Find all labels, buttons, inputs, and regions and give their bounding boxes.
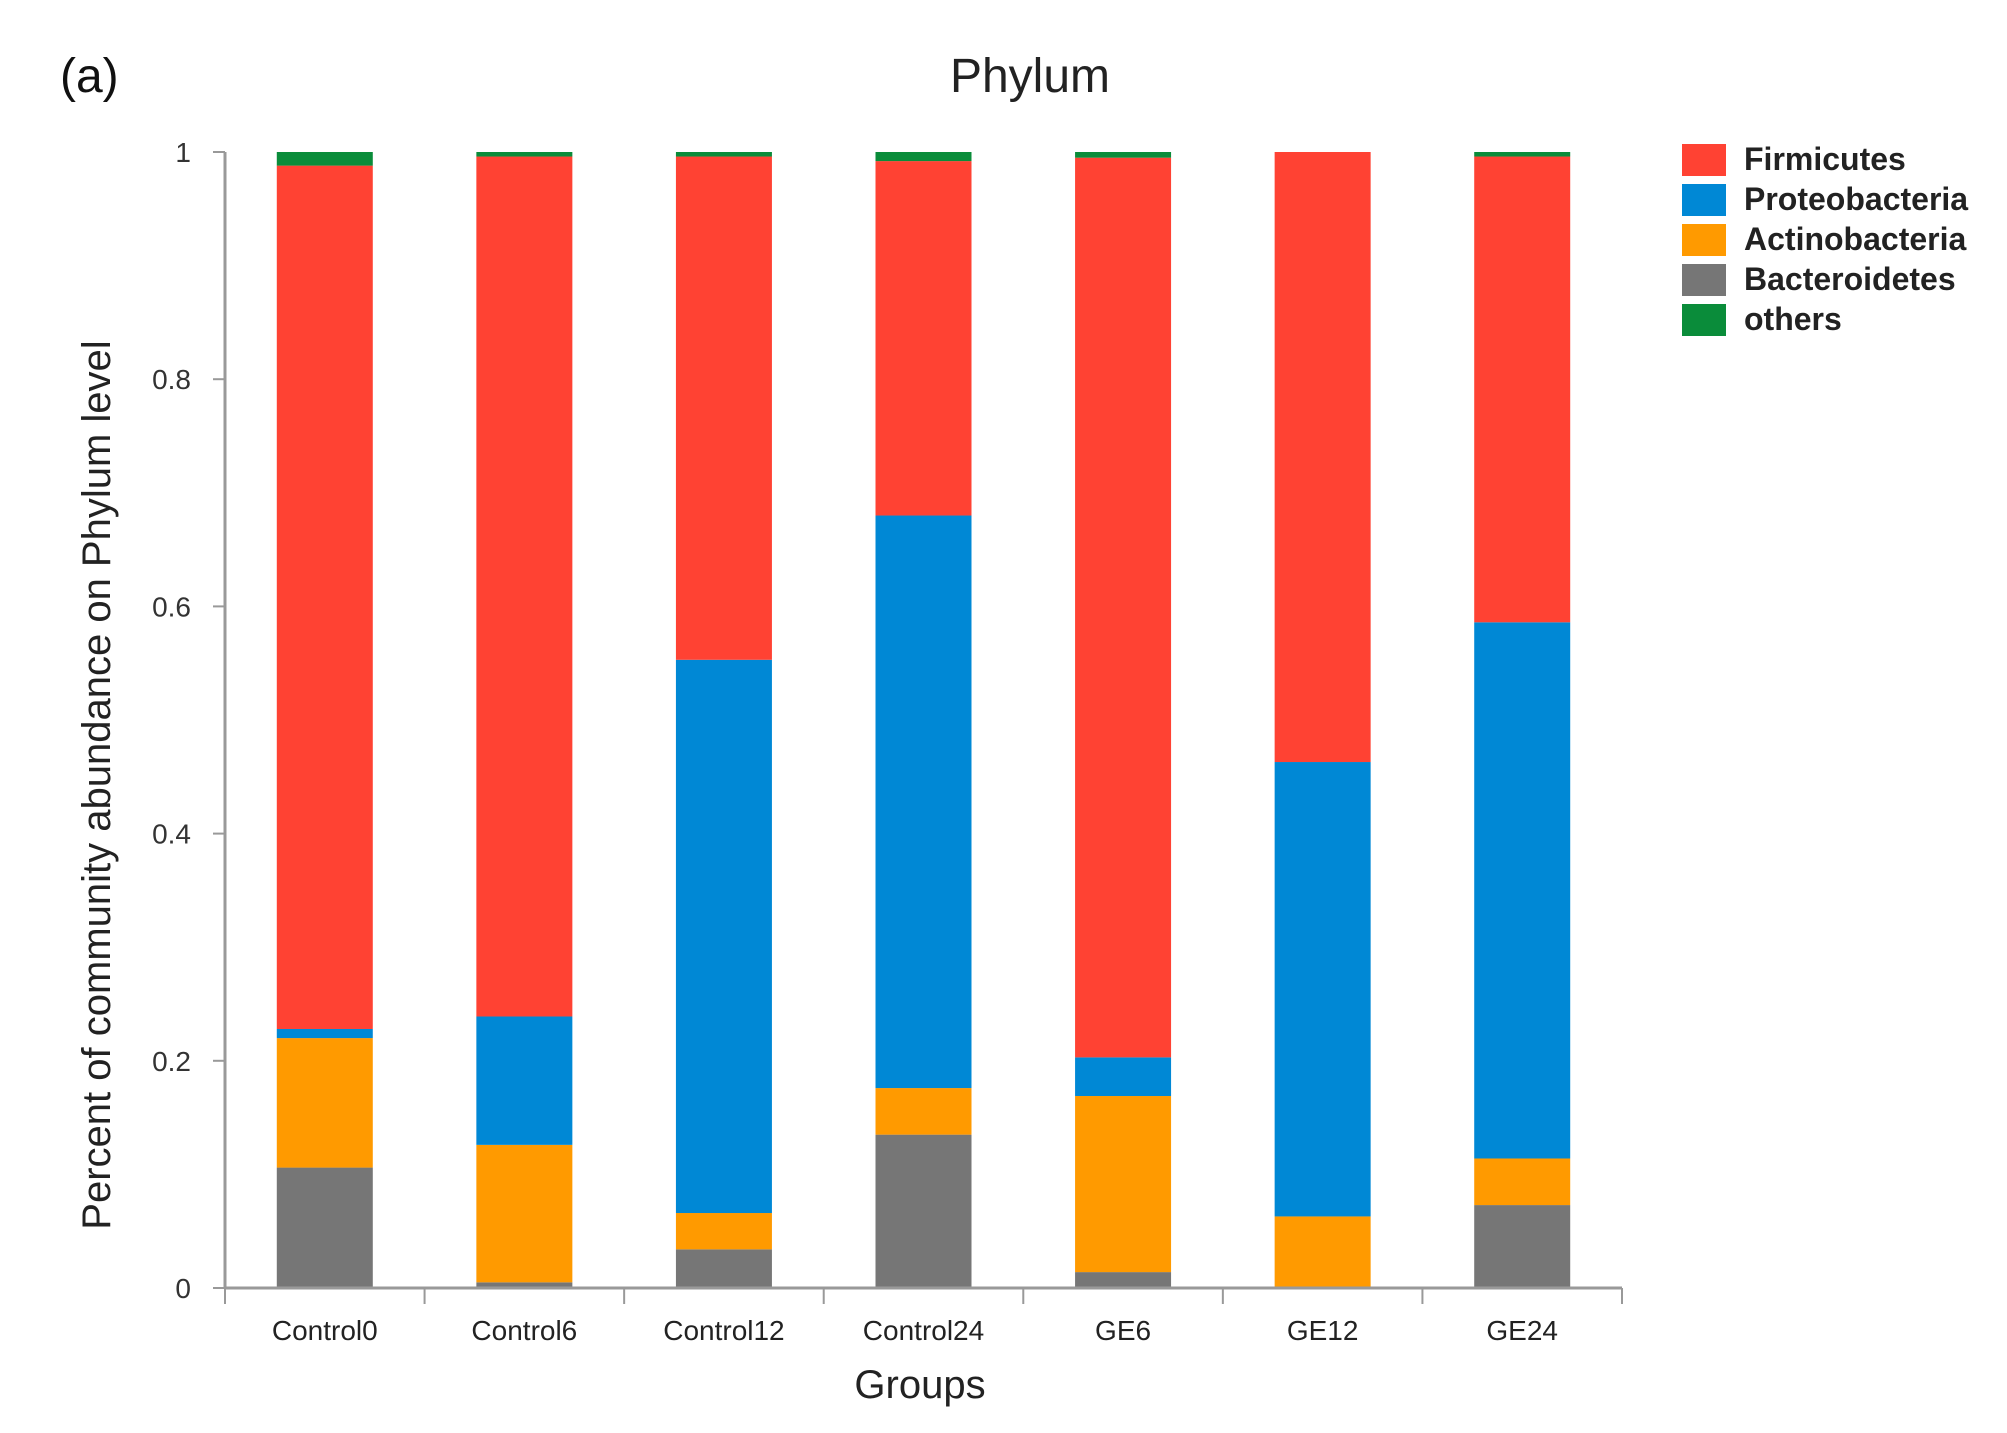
bar-ge24-firmicutes: [1474, 156, 1571, 623]
bar-ge24-bacteroidetes: [1474, 1205, 1571, 1288]
bar-control12-bacteroidetes: [675, 1249, 772, 1288]
x-axis-label: Groups: [854, 1363, 985, 1407]
y-tick-label: 0.6: [152, 591, 191, 622]
bar-ge6-actinobacteria: [1075, 1096, 1172, 1273]
legend-label-others: others: [1744, 301, 1842, 337]
y-axis-label: Percent of community abundance on Phylum…: [75, 340, 119, 1229]
bar-control0-firmicutes: [276, 165, 373, 1029]
legend: Firmicutes Proteobacteria Actinobacteria Ba…: [1682, 141, 1968, 337]
bar-control12-proteobacteria: [675, 659, 772, 1214]
legend-label-proteobacteria: Proteobacteria: [1744, 181, 1968, 217]
bar-control6-proteobacteria: [476, 1016, 573, 1145]
legend-swatch-actinobacteria: [1682, 224, 1726, 256]
bar-control24-proteobacteria: [875, 515, 972, 1089]
y-tick-label: 0.8: [152, 364, 191, 395]
bar-control0-bacteroidetes: [276, 1167, 373, 1288]
x-tick-label-ge12: GE12: [1287, 1315, 1359, 1346]
bar-control0-actinobacteria: [276, 1038, 373, 1168]
x-tick-label-ge6: GE6: [1095, 1315, 1151, 1346]
legend-swatch-proteobacteria: [1682, 184, 1726, 216]
legend-label-firmicutes: Firmicutes: [1744, 141, 1906, 177]
bars-group: [276, 152, 1571, 1288]
bar-control12-others: [675, 152, 772, 157]
bar-control24-bacteroidetes: [875, 1134, 972, 1288]
bar-ge24-proteobacteria: [1474, 622, 1571, 1159]
x-tick-label-control0: Control0: [272, 1315, 378, 1346]
axes-group: 0 0.2 0.4 0.6 0.8 1 Control0 Control6 Control12 C…: [152, 137, 1623, 1346]
bar-ge12-actinobacteria: [1274, 1216, 1371, 1288]
bar-ge6-bacteroidetes: [1075, 1272, 1172, 1288]
bar-ge6-others: [1075, 152, 1172, 158]
bar-control6-firmicutes: [476, 156, 573, 1017]
bar-ge24-actinobacteria: [1474, 1158, 1571, 1206]
bar-control6-actinobacteria: [476, 1144, 573, 1283]
bar-control0-proteobacteria: [276, 1028, 373, 1039]
y-tick-label: 1: [175, 137, 191, 168]
y-tick-label: 0: [175, 1273, 191, 1304]
legend-swatch-firmicutes: [1682, 144, 1726, 176]
bar-control0-others: [276, 152, 373, 166]
bar-control24-firmicutes: [875, 161, 972, 516]
bar-control24-others: [875, 152, 972, 162]
bar-ge6-firmicutes: [1075, 157, 1172, 1058]
bar-control12-actinobacteria: [675, 1213, 772, 1250]
bar-control24-actinobacteria: [875, 1088, 972, 1135]
legend-label-bacteroidetes: Bacteroidetes: [1744, 261, 1956, 297]
y-tick-label: 0.4: [152, 819, 191, 850]
bar-ge24-others: [1474, 152, 1571, 157]
bar-control6-bacteroidetes: [476, 1282, 573, 1288]
bar-ge12-proteobacteria: [1274, 762, 1371, 1217]
x-tick-label-control6: Control6: [471, 1315, 577, 1346]
panel-label: (a): [60, 50, 119, 103]
legend-label-actinobacteria: Actinobacteria: [1744, 221, 1966, 257]
bar-ge6-proteobacteria: [1075, 1057, 1172, 1097]
bar-control12-firmicutes: [675, 156, 772, 660]
x-tick-label-control12: Control12: [663, 1315, 784, 1346]
chart-title: Phylum: [950, 50, 1110, 103]
bar-control6-others: [476, 152, 573, 157]
y-tick-label: 0.2: [152, 1046, 191, 1077]
legend-swatch-others: [1682, 304, 1726, 336]
x-tick-label-control24: Control24: [863, 1315, 984, 1346]
x-tick-label-ge24: GE24: [1486, 1315, 1558, 1346]
bar-ge12-firmicutes: [1274, 152, 1371, 763]
legend-swatch-bacteroidetes: [1682, 264, 1726, 296]
